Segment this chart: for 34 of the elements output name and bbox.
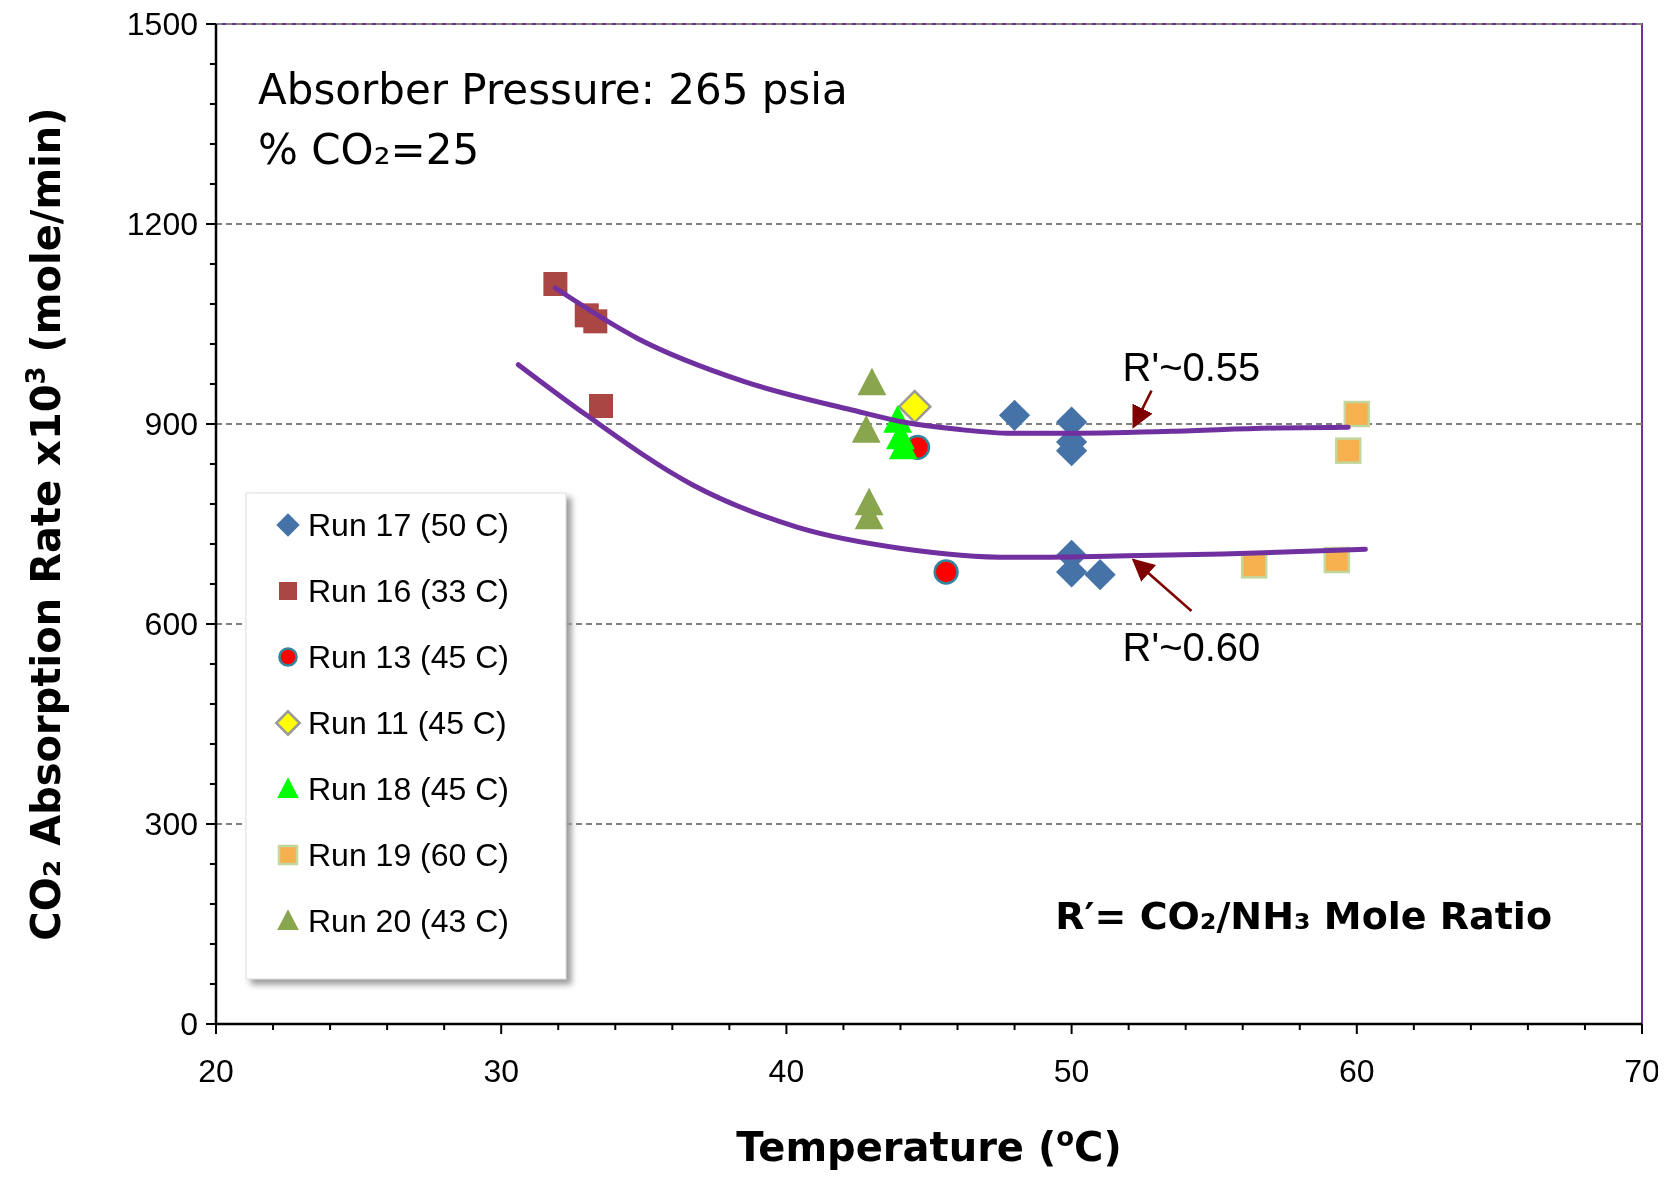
legend-label: Run 13 (45 C)	[308, 639, 509, 676]
point	[998, 399, 1031, 431]
x-tick-label: 50	[1053, 1053, 1090, 1089]
y-tick-label: 300	[144, 806, 198, 843]
point	[1334, 437, 1362, 464]
y-tick-label: 600	[144, 606, 198, 643]
x-tick-label: 20	[198, 1053, 234, 1089]
x-tick-label: 70	[1624, 1053, 1660, 1089]
point	[857, 367, 887, 396]
legend-label: Run 18 (45 C)	[308, 771, 509, 808]
x-tick-label: 60	[1339, 1053, 1375, 1089]
y-tick-label: 1500	[126, 6, 198, 43]
annotation: R'~0.55	[1122, 344, 1261, 389]
point	[897, 389, 932, 424]
annotation: R'~0.60	[1122, 625, 1261, 669]
y-tick-label: 0	[180, 1006, 198, 1043]
point	[933, 559, 959, 585]
point	[1343, 400, 1371, 428]
y-tick-label: 1200	[126, 206, 198, 243]
legend-label: Run 11 (45 C)	[308, 705, 507, 742]
x-tick-label: 30	[483, 1053, 519, 1089]
legend-label: Run 19 (60 C)	[308, 837, 509, 874]
annotation: R′= CO₂/NH₃ Mole Ratio	[1055, 894, 1552, 938]
legend-label: Run 20 (43 C)	[308, 903, 509, 940]
annotation: Absorber Pressure: 265 psia	[258, 65, 848, 114]
point	[1084, 559, 1116, 591]
annotation: % CO₂=25	[258, 125, 480, 174]
x-tick-label: 40	[768, 1053, 805, 1089]
x-axis-title: Temperature ($^{o}$C)	[736, 1122, 1122, 1170]
point	[589, 394, 614, 418]
point	[851, 415, 881, 443]
legend-label: Run 17 (50 C)	[308, 507, 509, 544]
legend-label: Run 16 (33 C)	[308, 573, 509, 610]
y-tick-label: 900	[144, 406, 198, 443]
